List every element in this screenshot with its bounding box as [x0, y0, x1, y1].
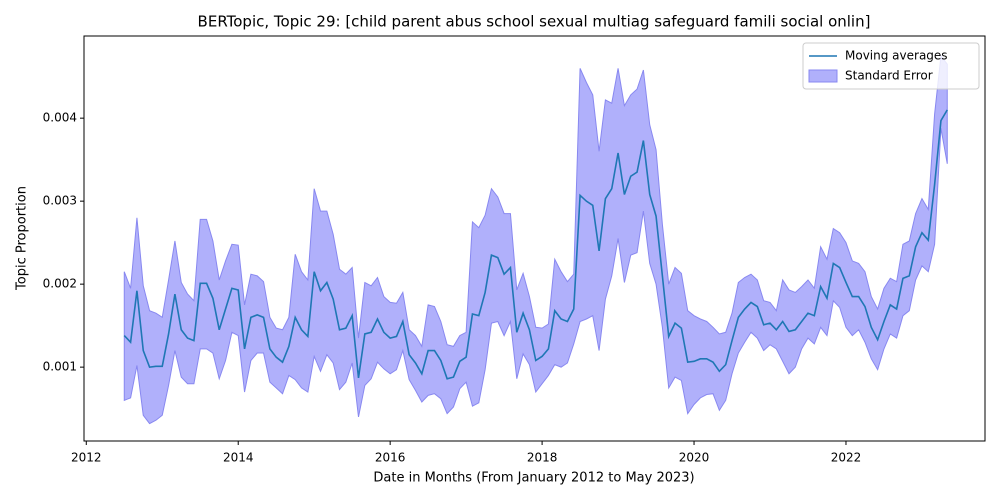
x-tick-label: 2014 [223, 451, 254, 465]
y-axis-label: Topic Proportion [15, 186, 30, 291]
error-band [123, 54, 948, 425]
legend-box [802, 42, 980, 90]
line [123, 109, 948, 380]
x-tick-label: 2020 [679, 451, 710, 465]
y-tick-label: 0.002 [43, 277, 77, 291]
x-tick-label: 2022 [831, 451, 862, 465]
x-tick-label: 2016 [375, 451, 406, 465]
y-tick-label: 0.004 [43, 111, 77, 125]
x-axis-label: Date in Months (From January 2012 to May… [373, 471, 694, 486]
legend-swatch [808, 69, 838, 83]
plot-frame [83, 35, 986, 442]
legend-label: Standard Error [845, 69, 933, 83]
legend-label: Moving averages [845, 49, 948, 63]
chart-title: BERTopic, Topic 29: [child parent abus s… [198, 13, 871, 31]
x-tick-label: 2012 [71, 451, 102, 465]
y-tick-label: 0.003 [43, 194, 77, 208]
x-tick-label: 2018 [527, 451, 558, 465]
y-tick-label: 0.001 [43, 360, 77, 374]
